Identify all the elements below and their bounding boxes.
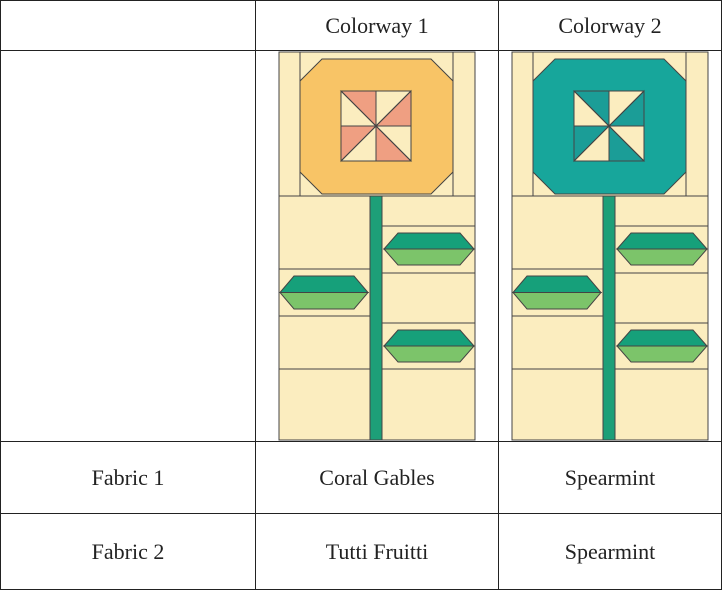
cell: Tutti Fruitti xyxy=(255,513,499,590)
header-cell: Colorway 2 xyxy=(498,0,722,51)
empty-cell xyxy=(0,50,256,442)
table-row: Fabric 1 Coral Gables Spearmint xyxy=(0,441,722,514)
leaf-top xyxy=(382,329,476,347)
leaf-top xyxy=(278,275,370,293)
leaf-top xyxy=(615,232,709,250)
leaf-bottom xyxy=(382,345,476,363)
leaf-bottom xyxy=(511,292,603,310)
leaf-top xyxy=(615,329,709,347)
row-label: Fabric 2 xyxy=(0,513,256,590)
leaf-top xyxy=(511,275,603,293)
leaf-bottom xyxy=(615,345,709,363)
quilt-image xyxy=(278,51,476,441)
cell: Spearmint xyxy=(498,513,722,590)
header-row: Colorway 1 Colorway 2 xyxy=(0,0,722,51)
stem xyxy=(369,195,383,441)
empty-cell xyxy=(0,0,256,51)
image-row xyxy=(0,50,722,442)
stem xyxy=(602,195,616,441)
cell: Spearmint xyxy=(498,441,722,514)
leaf-bottom xyxy=(382,248,476,266)
header-cell: Colorway 1 xyxy=(255,0,499,51)
table-row: Fabric 2 Tutti Fruitti Spearmint xyxy=(0,513,722,590)
leaf-bottom xyxy=(278,292,370,310)
leaf-bottom xyxy=(615,248,709,266)
image-cell xyxy=(498,50,722,442)
seam xyxy=(340,90,412,162)
cell: Coral Gables xyxy=(255,441,499,514)
image-cell xyxy=(255,50,499,442)
quilt-image xyxy=(511,51,709,441)
row-label: Fabric 1 xyxy=(0,441,256,514)
seam xyxy=(573,90,645,162)
leaf-top xyxy=(382,232,476,250)
